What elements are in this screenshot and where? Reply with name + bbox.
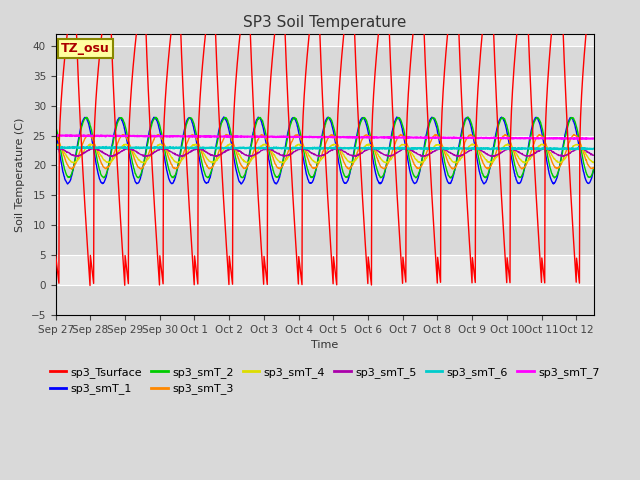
sp3_smT_6 xyxy=(52,145,60,151)
Line: sp3_smT_1: sp3_smT_1 xyxy=(56,117,593,184)
sp3_smT_2 xyxy=(459,126,467,132)
Legend: sp3_Tsurface, sp3_smT_1, sp3_smT_2, sp3_smT_3, sp3_smT_4, sp3_smT_5, sp3_smT_6, : sp3_Tsurface, sp3_smT_1, sp3_smT_2, sp3_… xyxy=(45,363,604,399)
sp3_smT_5 xyxy=(207,153,215,158)
sp3_Tsurface xyxy=(52,252,60,258)
sp3_smT_2 xyxy=(519,170,527,176)
sp3_smT_2 xyxy=(159,134,166,140)
sp3_smT_4 xyxy=(256,144,264,150)
Line: sp3_smT_6: sp3_smT_6 xyxy=(56,147,593,150)
sp3_smT_7 xyxy=(589,136,597,142)
sp3_smT_2 xyxy=(447,175,455,181)
sp3_smT_1 xyxy=(237,181,245,187)
sp3_smT_5 xyxy=(52,146,60,152)
Line: sp3_smT_2: sp3_smT_2 xyxy=(56,117,593,178)
sp3_smT_4 xyxy=(52,142,60,148)
sp3_smT_5 xyxy=(148,151,156,156)
Bar xyxy=(56,285,593,315)
Line: sp3_Tsurface: sp3_Tsurface xyxy=(56,0,593,286)
sp3_smT_1 xyxy=(148,118,156,123)
sp3_smT_3 xyxy=(589,165,597,171)
sp3_smT_7 xyxy=(459,135,467,141)
sp3_smT_7 xyxy=(207,133,215,139)
sp3_smT_2 xyxy=(589,166,597,172)
sp3_smT_2 xyxy=(207,170,214,176)
sp3_smT_2 xyxy=(256,115,264,121)
sp3_Tsurface xyxy=(256,225,264,231)
sp3_smT_7 xyxy=(63,132,70,138)
sp3_smT_7 xyxy=(256,134,264,140)
sp3_smT_5 xyxy=(460,152,467,157)
X-axis label: Time: Time xyxy=(311,340,338,350)
sp3_smT_5 xyxy=(589,152,597,158)
Line: sp3_smT_5: sp3_smT_5 xyxy=(56,148,593,156)
Y-axis label: Soil Temperature (C): Soil Temperature (C) xyxy=(15,117,25,232)
Line: sp3_smT_4: sp3_smT_4 xyxy=(56,144,593,163)
Text: TZ_osu: TZ_osu xyxy=(61,42,110,55)
sp3_smT_1 xyxy=(257,116,264,122)
sp3_smT_3 xyxy=(52,133,60,139)
sp3_Tsurface xyxy=(86,283,94,288)
sp3_smT_4 xyxy=(86,141,94,147)
sp3_smT_4 xyxy=(417,160,424,166)
sp3_smT_5 xyxy=(454,154,462,159)
sp3_smT_6 xyxy=(159,145,166,151)
sp3_smT_4 xyxy=(148,150,156,156)
sp3_smT_6 xyxy=(519,145,527,151)
sp3_smT_3 xyxy=(68,167,76,172)
Title: SP3 Soil Temperature: SP3 Soil Temperature xyxy=(243,15,406,30)
sp3_smT_3 xyxy=(460,144,467,149)
sp3_smT_3 xyxy=(519,165,527,170)
sp3_smT_2 xyxy=(148,120,156,126)
sp3_smT_5 xyxy=(159,145,166,151)
sp3_smT_6 xyxy=(148,145,156,151)
sp3_smT_5 xyxy=(519,152,527,158)
sp3_smT_1 xyxy=(220,114,228,120)
Line: sp3_smT_7: sp3_smT_7 xyxy=(56,135,593,139)
sp3_smT_7 xyxy=(570,136,578,142)
Bar xyxy=(56,255,593,285)
sp3_smT_4 xyxy=(159,143,166,149)
Bar xyxy=(56,135,593,166)
sp3_smT_5 xyxy=(54,145,62,151)
sp3_smT_1 xyxy=(52,128,60,133)
Bar xyxy=(56,166,593,195)
sp3_smT_4 xyxy=(519,159,527,165)
sp3_smT_7 xyxy=(159,133,166,139)
sp3_smT_1 xyxy=(159,142,166,148)
sp3_smT_1 xyxy=(460,121,467,127)
sp3_smT_2 xyxy=(52,122,60,128)
sp3_smT_1 xyxy=(589,167,597,172)
sp3_smT_6 xyxy=(207,145,215,151)
sp3_Tsurface xyxy=(148,172,156,178)
sp3_Tsurface xyxy=(459,125,467,131)
sp3_smT_1 xyxy=(519,172,527,178)
sp3_smT_3 xyxy=(256,133,264,139)
Bar xyxy=(56,106,593,135)
sp3_smT_6 xyxy=(589,146,597,152)
sp3_smT_6 xyxy=(537,147,545,153)
sp3_smT_7 xyxy=(148,133,156,139)
Bar xyxy=(56,225,593,255)
sp3_smT_6 xyxy=(256,145,264,151)
sp3_smT_3 xyxy=(148,140,156,145)
sp3_Tsurface xyxy=(159,278,166,284)
Line: sp3_smT_3: sp3_smT_3 xyxy=(56,134,593,169)
sp3_smT_7 xyxy=(519,135,527,141)
sp3_smT_3 xyxy=(159,138,166,144)
Bar xyxy=(56,195,593,225)
sp3_smT_5 xyxy=(256,149,264,155)
sp3_smT_1 xyxy=(207,171,214,177)
sp3_smT_4 xyxy=(589,159,597,165)
Bar xyxy=(56,46,593,76)
sp3_smT_3 xyxy=(207,165,215,171)
sp3_smT_2 xyxy=(464,114,472,120)
sp3_smT_6 xyxy=(102,144,110,150)
sp3_smT_7 xyxy=(52,133,60,139)
sp3_smT_4 xyxy=(207,159,215,165)
sp3_smT_4 xyxy=(460,152,467,158)
sp3_smT_6 xyxy=(459,145,467,151)
sp3_smT_3 xyxy=(431,132,439,137)
Bar xyxy=(56,76,593,106)
